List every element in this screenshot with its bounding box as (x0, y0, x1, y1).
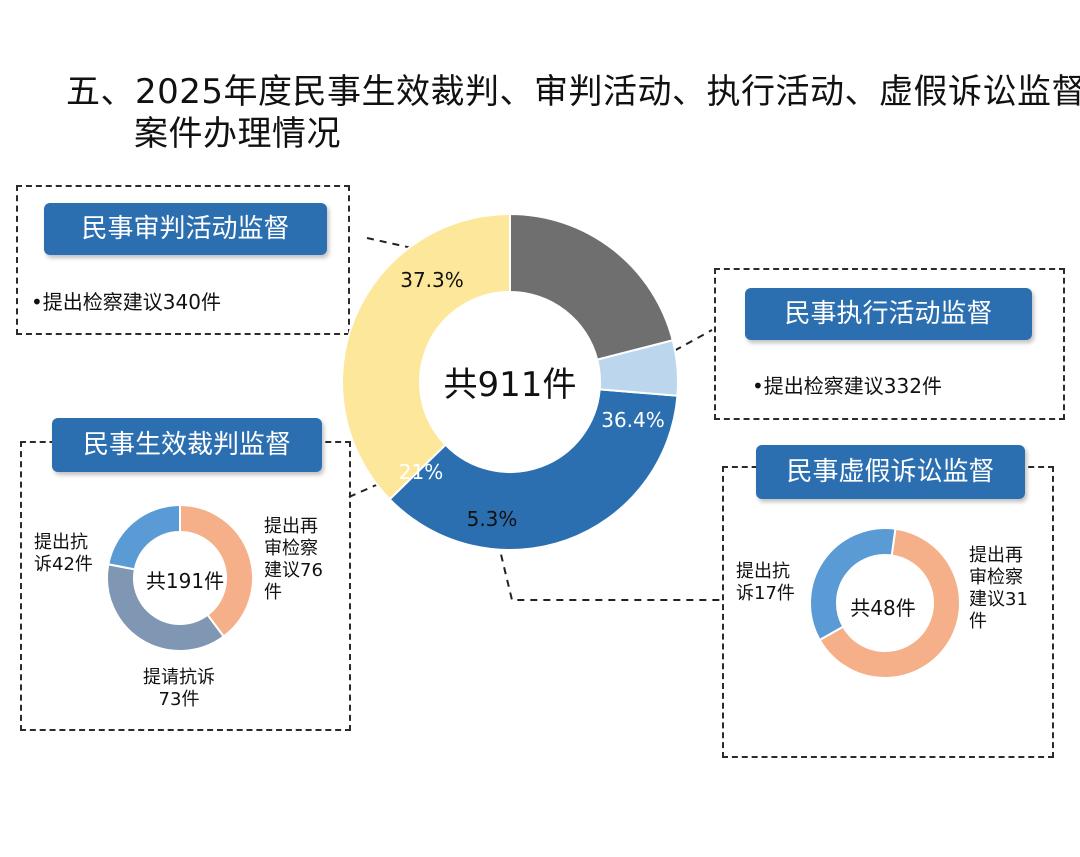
judgment-donut-total: 共191件 (145, 569, 225, 593)
main-donut-slice-1 (388, 388, 679, 551)
false-donut-total: 共48件 (850, 596, 916, 620)
false-label-retrial: 提出再 审检察 建议31 件 (969, 545, 1028, 632)
trial-detail: •提出检察建议340件 (31, 290, 221, 314)
slice-label-trial: 37.3% (400, 268, 464, 292)
judgment-label-retrial: 提出再 审检察 建议76 件 (264, 516, 323, 603)
main-donut-total: 共911件 (443, 365, 577, 405)
execution-detail: •提出检察建议332件 (752, 374, 942, 398)
trial-supervision-pill: 民事审判活动监督 (44, 203, 327, 255)
false-donut-slice-1 (809, 527, 897, 642)
execution-dashbox (714, 268, 1065, 420)
execution-supervision-pill: 民事执行活动监督 (745, 288, 1032, 340)
false-label-protest: 提出抗 诉17件 (736, 561, 795, 604)
trial-dashbox (16, 185, 350, 335)
leader-false-litigation (497, 541, 722, 601)
judgment-supervision-pill: 民事生效裁判监督 (52, 418, 322, 472)
main-donut-slice-3 (509, 212, 674, 361)
judgment-donut-slice-1 (106, 563, 226, 652)
false-litigation-donut (809, 527, 961, 679)
judgment-label-protest: 提出抗 诉42件 (34, 532, 93, 575)
judgment-donut (106, 503, 254, 652)
slice-label-judgment: 21% (398, 460, 444, 484)
page-title-line2: 案件办理情况 (134, 114, 341, 154)
false-litigation-supervision-pill: 民事虚假诉讼监督 (756, 445, 1025, 499)
main-donut-slice-0 (341, 212, 511, 501)
leader-execution (651, 329, 713, 364)
judgment-donut-slice-0 (179, 503, 254, 638)
false-donut-slice-0 (818, 527, 961, 679)
main-donut (341, 212, 679, 551)
slice-label-false: 5.3% (466, 507, 518, 531)
page-title-line1: 五、2025年度民事生效裁判、审判活动、执行活动、虚假诉讼监督 (66, 72, 1080, 112)
judgment-donut-slice-2 (107, 503, 181, 571)
slice-label-execution: 36.4% (601, 408, 665, 432)
judgment-label-protest-request: 提请抗诉 73件 (143, 667, 215, 710)
